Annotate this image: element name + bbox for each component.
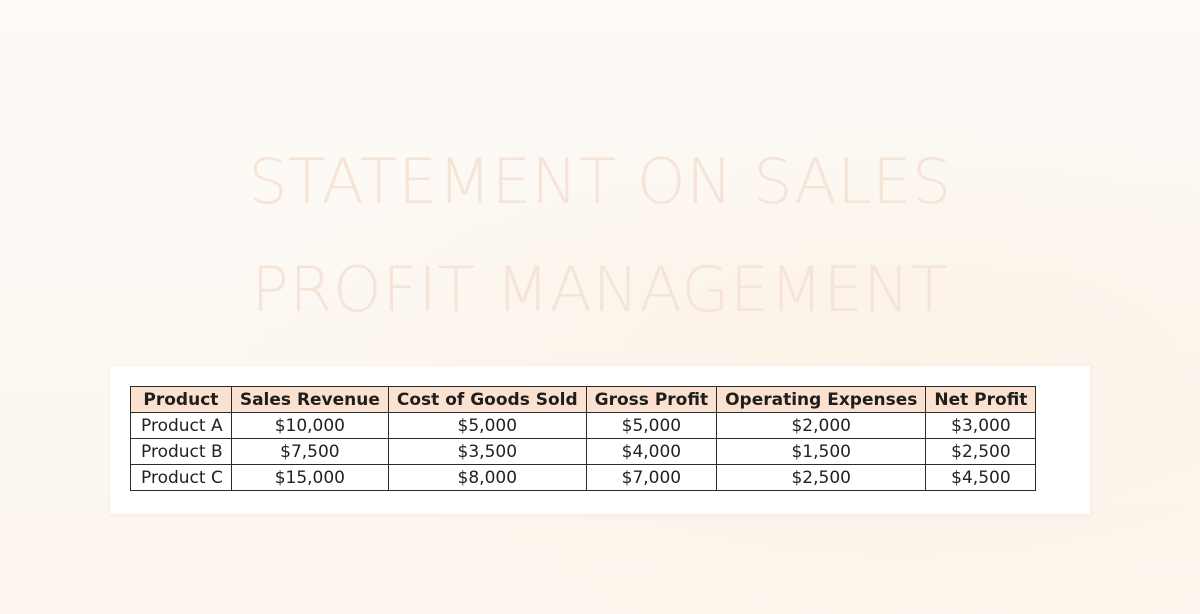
cell-product: Product B (130, 438, 232, 465)
sales-profit-table: Product Sales Revenue Cost of Goods Sold… (130, 386, 1037, 491)
cell-product: Product A (130, 412, 232, 439)
cell-sales-revenue: $7,500 (230, 438, 389, 465)
cell-operating-expenses: $2,000 (716, 412, 927, 439)
cell-operating-expenses: $2,500 (716, 464, 927, 491)
page-title: STATEMENT ON SALES PROFIT MANAGEMENT (0, 128, 1200, 344)
title-line-1: STATEMENT ON SALES (248, 145, 952, 218)
header-sales-revenue: Sales Revenue (230, 386, 389, 413)
table-row: Product B $7,500 $3,500 $4,000 $1,500 $2… (130, 438, 1037, 465)
cell-gross-profit: $7,000 (585, 464, 718, 491)
table-row: Product A $10,000 $5,000 $5,000 $2,000 $… (130, 412, 1037, 439)
cell-sales-revenue: $10,000 (230, 412, 389, 439)
title-line-2: PROFIT MANAGEMENT (251, 253, 949, 326)
cell-cost-of-goods-sold: $3,500 (387, 438, 587, 465)
cell-gross-profit: $4,000 (585, 438, 718, 465)
cell-net-profit: $3,000 (925, 412, 1037, 439)
header-product: Product (130, 386, 232, 413)
cell-sales-revenue: $15,000 (230, 464, 389, 491)
cell-cost-of-goods-sold: $8,000 (387, 464, 587, 491)
header-net-profit: Net Profit (925, 386, 1037, 413)
cell-net-profit: $2,500 (925, 438, 1037, 465)
cell-product: Product C (130, 464, 232, 491)
header-cost-of-goods-sold: Cost of Goods Sold (387, 386, 587, 413)
cell-operating-expenses: $1,500 (716, 438, 927, 465)
table-card: Product Sales Revenue Cost of Goods Sold… (110, 366, 1090, 514)
header-gross-profit: Gross Profit (585, 386, 718, 413)
cell-cost-of-goods-sold: $5,000 (387, 412, 587, 439)
table-header-row: Product Sales Revenue Cost of Goods Sold… (130, 386, 1037, 413)
cell-net-profit: $4,500 (925, 464, 1037, 491)
table-row: Product C $15,000 $8,000 $7,000 $2,500 $… (130, 464, 1037, 491)
header-operating-expenses: Operating Expenses (716, 386, 927, 413)
cell-gross-profit: $5,000 (585, 412, 718, 439)
